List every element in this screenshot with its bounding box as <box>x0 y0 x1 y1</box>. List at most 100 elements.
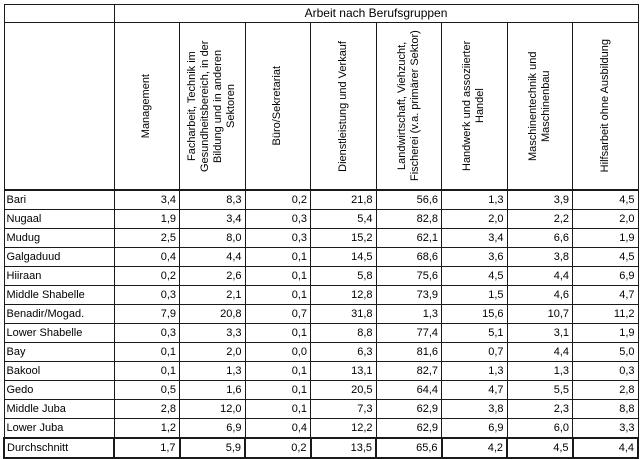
column-header-label: Facharbeit, Technik im Gesundheitsbereic… <box>186 40 238 172</box>
value-cell: 62,9 <box>375 399 442 419</box>
value-cell: 65,6 <box>375 437 443 459</box>
value-cell: 2,3 <box>506 399 573 419</box>
value-cell: 0,1 <box>244 285 311 305</box>
value-cell: 6,9 <box>441 418 508 439</box>
value-cell: 62,9 <box>375 418 442 439</box>
value-cell: 1,9 <box>572 228 639 248</box>
value-cell: 0,3 <box>244 228 311 248</box>
value-cell: 4,4 <box>179 247 246 267</box>
value-cell: 6,6 <box>506 228 573 248</box>
value-cell: 7,9 <box>113 304 180 324</box>
value-cell: 0,1 <box>113 342 180 362</box>
column-header-7: Hilfsarbeit ohne Ausbildung <box>572 22 639 191</box>
table-row: Middle Juba 2,8 12,0 0,1 7,3 62,9 3,8 2,3 8,8 <box>3 399 639 419</box>
value-cell: 5,0 <box>572 342 639 362</box>
value-cell: 4,7 <box>441 380 508 400</box>
value-cell: 0,3 <box>244 209 311 229</box>
value-cell: 2,5 <box>113 228 180 248</box>
value-cell: 4,4 <box>571 437 640 459</box>
table-row: Lower Juba 1,2 6,9 0,4 12,2 62,9 6,9 6,0 3,3 <box>3 418 639 439</box>
row-label: Bay <box>3 342 115 362</box>
value-cell: 2,1 <box>179 285 246 305</box>
value-cell: 12,8 <box>310 285 377 305</box>
value-cell: 2,0 <box>441 209 508 229</box>
value-cell: 2,0 <box>179 342 246 362</box>
value-cell: 1,3 <box>179 361 246 381</box>
column-header-label: Management <box>140 73 153 139</box>
value-cell: 6,3 <box>310 342 377 362</box>
row-label: Lower Shabelle <box>3 323 115 343</box>
table-row: Bakool 0,1 1,3 0,1 13,1 82,7 1,3 1,3 0,3 <box>3 361 639 381</box>
value-cell: 4,5 <box>506 437 574 459</box>
value-cell: 1,3 <box>441 361 508 381</box>
value-cell: 20,8 <box>179 304 246 324</box>
value-cell: 4,5 <box>441 266 508 286</box>
value-cell: 1,9 <box>113 209 180 229</box>
column-header-label: Büro/Sekretariat <box>271 66 284 146</box>
column-header-2: Büro/Sekretariat <box>244 22 311 191</box>
value-cell: 1,3 <box>441 189 508 210</box>
column-header-label: Maschinentechnik und Maschinenbau <box>526 51 552 161</box>
value-cell: 0,5 <box>113 380 180 400</box>
value-cell: 5,4 <box>310 209 377 229</box>
value-cell: 5,8 <box>310 266 377 286</box>
value-cell: 8,8 <box>572 399 639 419</box>
value-cell: 4,5 <box>572 189 639 210</box>
value-cell: 21,8 <box>310 189 377 210</box>
column-header-1: Facharbeit, Technik im Gesundheitsbereic… <box>179 22 246 191</box>
value-cell: 3,4 <box>179 209 246 229</box>
column-header-6: Maschinentechnik und Maschinenbau <box>506 22 573 191</box>
value-cell: 8,8 <box>310 323 377 343</box>
value-cell: 15,2 <box>310 228 377 248</box>
value-cell: 4,2 <box>440 437 508 459</box>
value-cell: 73,9 <box>375 285 442 305</box>
value-cell: 77,4 <box>375 323 442 343</box>
value-cell: 20,5 <box>310 380 377 400</box>
value-cell: 75,6 <box>375 266 442 286</box>
value-cell: 13,5 <box>309 437 377 459</box>
value-cell: 64,4 <box>375 380 442 400</box>
value-cell: 3,4 <box>441 228 508 248</box>
row-label: Durchschnitt <box>3 437 115 459</box>
value-cell: 2,2 <box>506 209 573 229</box>
occupation-groups-table: Arbeit nach Berufsgruppen Management Fach… <box>3 4 640 459</box>
value-cell: 14,5 <box>310 247 377 267</box>
value-cell: 81,6 <box>375 342 442 362</box>
value-cell: 82,7 <box>375 361 442 381</box>
value-cell: 4,4 <box>506 342 573 362</box>
value-cell: 0,7 <box>244 304 311 324</box>
value-cell: 0,1 <box>244 399 311 419</box>
value-cell: 4,7 <box>572 285 639 305</box>
value-cell: 1,3 <box>375 304 442 324</box>
row-label: Lower Juba <box>3 418 115 439</box>
value-cell: 0,3 <box>113 285 180 305</box>
value-cell: 1,2 <box>113 418 180 439</box>
value-cell: 12,2 <box>310 418 377 439</box>
column-header-row: Management Facharbeit, Technik im Gesundh… <box>3 22 639 191</box>
value-cell: 2,8 <box>113 399 180 419</box>
table-row: Lower Shabelle 0,3 3,3 0,1 8,8 77,4 5,1 3,1 1,9 <box>3 323 639 343</box>
row-label: Galgaduud <box>3 247 115 267</box>
value-cell: 5,9 <box>178 437 246 459</box>
value-cell: 4,6 <box>506 285 573 305</box>
column-header-3: Dienstleistung und Verkauf <box>310 22 377 191</box>
table-row: Benadir/Mogad. 7,9 20,8 0,7 31,8 1,3 15,6 10,7 1… <box>3 304 639 324</box>
value-cell: 6,0 <box>506 418 573 439</box>
value-cell: 0,4 <box>113 247 180 267</box>
value-cell: 3,9 <box>506 189 573 210</box>
value-cell: 0,7 <box>441 342 508 362</box>
value-cell: 68,6 <box>375 247 442 267</box>
row-label: Middle Shabelle <box>3 285 115 305</box>
row-label: Mudug <box>3 228 115 248</box>
row-label: Bakool <box>3 361 115 381</box>
table-row: Gedo 0,5 1,6 0,1 20,5 64,4 4,7 5,5 2,8 <box>3 380 639 400</box>
value-cell: 5,5 <box>506 380 573 400</box>
summary-row: Durchschnitt 1,7 5,9 0,2 13,5 65,6 4,2 4,5 4,4 <box>3 437 640 459</box>
value-cell: 0,1 <box>244 323 311 343</box>
value-cell: 0,4 <box>244 418 311 439</box>
value-cell: 1,7 <box>113 437 181 459</box>
table-row: Mudug 2,5 8,0 0,3 15,2 62,1 3,4 6,6 1,9 <box>3 228 639 248</box>
row-label: Benadir/Mogad. <box>3 304 115 324</box>
value-cell: 2,6 <box>179 266 246 286</box>
